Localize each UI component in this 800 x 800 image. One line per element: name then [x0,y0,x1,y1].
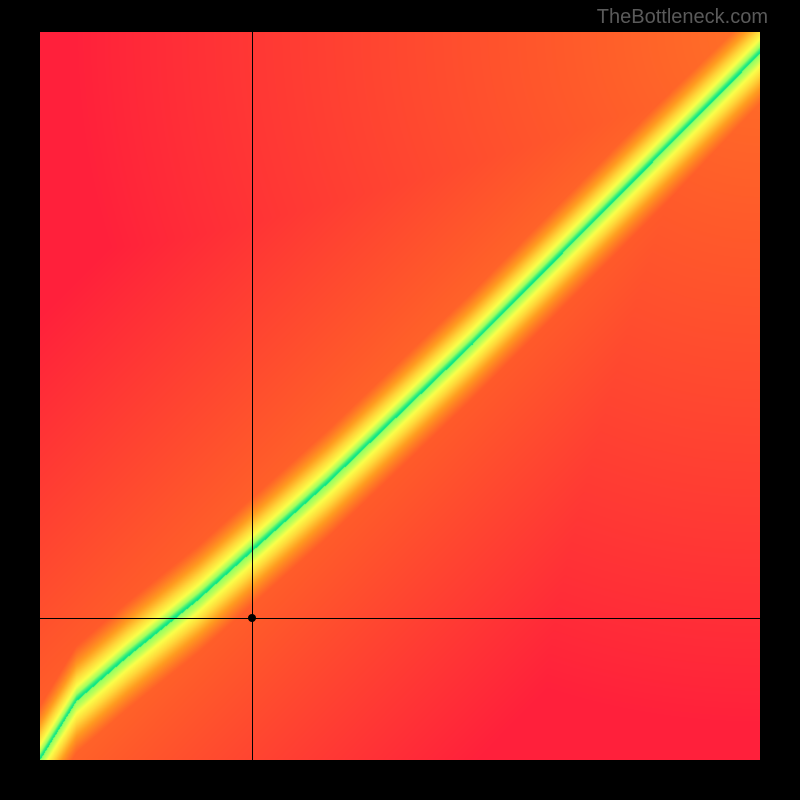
crosshair-horizontal [40,618,760,619]
crosshair-marker [248,614,256,622]
watermark-text: TheBottleneck.com [597,6,768,29]
heatmap-plot [40,32,760,760]
crosshair-vertical [252,32,253,760]
heatmap-canvas [40,32,760,760]
